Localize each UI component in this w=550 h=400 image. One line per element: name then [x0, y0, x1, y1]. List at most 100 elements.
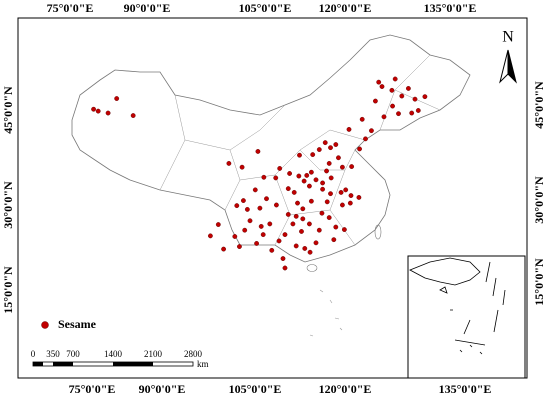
sesame-point	[295, 200, 300, 206]
sesame-point	[333, 224, 339, 230]
sesame-point	[328, 191, 333, 197]
sesame-point	[348, 193, 354, 198]
sesame-point	[302, 246, 308, 251]
hainan	[306, 264, 318, 272]
sesame-point	[333, 142, 339, 147]
sesame-point	[293, 243, 299, 249]
lon-label-top: 105°0'0"E	[239, 1, 292, 15]
sesame-point	[369, 128, 374, 134]
sesame-point	[338, 189, 344, 195]
sesame-point	[296, 173, 302, 179]
sesame-point	[264, 196, 269, 202]
sesame-point	[114, 96, 120, 101]
sesame-point	[276, 238, 282, 244]
sesame-point	[237, 244, 242, 249]
sesame-point	[363, 136, 368, 142]
sesame-point	[287, 171, 292, 176]
lon-label-top: 90°0'0"E	[124, 1, 171, 15]
sesame-point	[346, 126, 352, 132]
sesame-point	[331, 237, 337, 243]
sesame-point	[372, 98, 378, 104]
sesame-point	[341, 227, 347, 232]
lon-label-top: 75°0'0"E	[47, 1, 94, 15]
sesame-point	[273, 202, 279, 208]
country-outline	[71, 34, 471, 263]
sesame-point	[336, 155, 341, 161]
sesame-point	[359, 116, 365, 122]
lon-label-bottom: 105°0'0"E	[229, 382, 282, 396]
scale-label: 2100	[144, 349, 163, 359]
scale-label: 1400	[104, 349, 123, 359]
sesame-point	[240, 198, 246, 203]
sesame-point	[357, 146, 362, 152]
lon-label-bottom: 120°0'0"E	[319, 382, 372, 396]
sesame-point	[313, 177, 319, 183]
sesame-point	[239, 164, 245, 170]
sesame-point	[328, 145, 333, 151]
sesame-point	[130, 113, 136, 118]
sesame-point	[244, 207, 250, 212]
sesame-point	[234, 203, 240, 209]
sesame-point	[347, 200, 353, 206]
sesame-point	[326, 215, 332, 221]
sesame-point	[339, 202, 345, 208]
sesame-point	[277, 166, 283, 171]
sesame-point	[226, 161, 232, 166]
lat-label-right: 15°0'0"N	[532, 258, 546, 306]
sesame-point	[267, 221, 273, 227]
sesame-point	[301, 178, 307, 184]
sesame-point	[399, 93, 405, 99]
sesame-point	[324, 168, 329, 174]
sesame-point	[390, 103, 395, 109]
sesame-point	[95, 108, 101, 114]
sesame-point	[300, 206, 306, 212]
islands	[309, 289, 343, 337]
lon-label-top: 120°0'0"E	[319, 1, 372, 15]
sesame-point	[319, 210, 325, 216]
sesame-point	[290, 221, 296, 227]
sesame-point	[291, 189, 297, 195]
sesame-point	[293, 213, 299, 219]
sesame-point	[308, 198, 314, 204]
lat-label-left: 30°0'0"N	[1, 181, 15, 229]
sesame-point	[422, 94, 428, 100]
lat-label-left: 45°0'0"N	[1, 86, 15, 134]
sesame-point	[326, 161, 332, 166]
scale-label: 700	[66, 349, 80, 359]
legend-marker	[41, 321, 49, 329]
sesame-point	[320, 186, 325, 192]
sesame-point	[316, 227, 322, 233]
sesame-point	[349, 164, 355, 169]
taiwan	[374, 224, 382, 240]
sesame-point	[252, 187, 258, 193]
sesame-point	[304, 172, 310, 178]
sesame-point	[405, 86, 411, 91]
sesame-point	[269, 247, 275, 253]
sesame-point	[257, 205, 263, 211]
sesame-point	[254, 241, 260, 246]
lon-label-top: 135°0'0"E	[424, 1, 477, 15]
sesame-point	[381, 114, 387, 120]
lon-label-bottom: 75°0'0"E	[69, 382, 116, 396]
sesame-point	[396, 111, 401, 117]
sesame-point	[221, 246, 227, 252]
inset-map	[409, 257, 506, 355]
scale-label: 2800	[184, 349, 203, 359]
sesame-point	[412, 96, 418, 102]
scale-label: 0	[31, 349, 36, 359]
sesame-point	[322, 140, 328, 146]
sesame-point	[320, 180, 325, 186]
sesame-point	[343, 187, 349, 193]
sesame-point	[409, 110, 415, 116]
sesame-point	[285, 212, 291, 217]
sesame-point	[282, 232, 288, 238]
lon-label-bottom: 90°0'0"E	[139, 382, 186, 396]
sesame-point	[247, 218, 253, 224]
scale-label: 350	[46, 349, 60, 359]
sesame-point	[300, 216, 306, 222]
sesame-point	[207, 233, 213, 239]
north-label: N	[502, 29, 514, 46]
scale-unit: km	[197, 359, 209, 369]
sesame-point	[392, 76, 398, 82]
